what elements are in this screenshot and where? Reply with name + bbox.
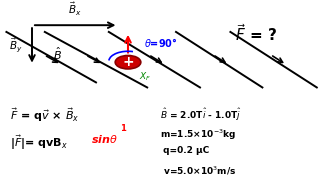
Text: $\vec{B}_x$: $\vec{B}_x$ — [68, 1, 82, 19]
Text: $\vec{F}$ = q$\vec{v}$ × $\vec{B}_x$: $\vec{F}$ = q$\vec{v}$ × $\vec{B}_x$ — [10, 106, 79, 124]
Text: +: + — [122, 55, 134, 69]
Text: sin$\theta$: sin$\theta$ — [91, 133, 118, 145]
Circle shape — [115, 55, 141, 69]
Text: q=0.2 μC: q=0.2 μC — [160, 146, 209, 155]
Text: $X_F$: $X_F$ — [139, 71, 151, 83]
Text: |$\vec{F}$|= qvB$_x$: |$\vec{F}$|= qvB$_x$ — [10, 133, 68, 152]
Text: v=5.0×10$^{3}$m/s: v=5.0×10$^{3}$m/s — [160, 165, 236, 177]
Text: $\theta$=90°: $\theta$=90° — [144, 35, 178, 49]
Text: $\vec{F}$ = ?: $\vec{F}$ = ? — [235, 24, 277, 44]
Text: m=1.5×10$^{-3}$kg: m=1.5×10$^{-3}$kg — [160, 128, 236, 142]
Text: $\vec{B}_y$: $\vec{B}_y$ — [9, 36, 23, 54]
Text: $\hat{B}$: $\hat{B}$ — [53, 46, 62, 62]
Text: $\hat{B}$ = 2.0T$\hat{i}$ - 1.0T$\hat{j}$: $\hat{B}$ = 2.0T$\hat{i}$ - 1.0T$\hat{j}… — [160, 106, 242, 123]
Text: 1: 1 — [120, 125, 126, 134]
